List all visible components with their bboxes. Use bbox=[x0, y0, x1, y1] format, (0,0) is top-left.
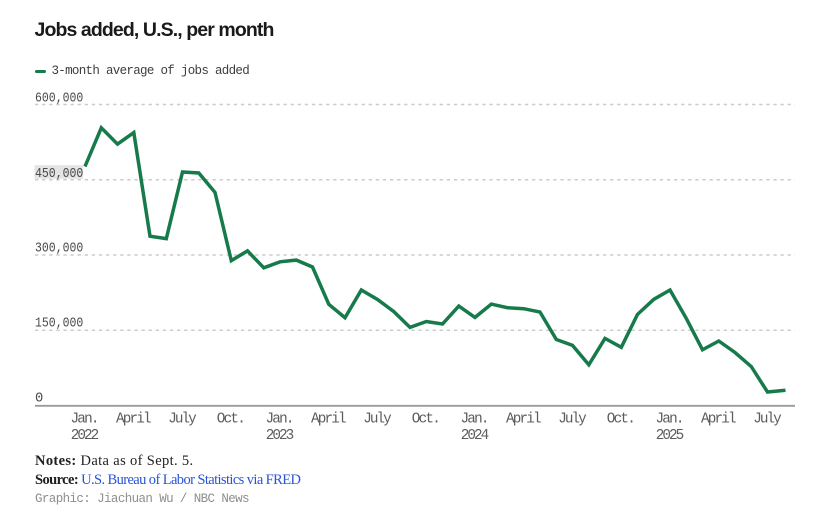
svg-text:April: April bbox=[116, 411, 152, 427]
svg-text:2025: 2025 bbox=[656, 428, 685, 444]
svg-text:300,000: 300,000 bbox=[35, 242, 83, 257]
svg-text:Oct.: Oct. bbox=[412, 411, 441, 427]
svg-text:600,000: 600,000 bbox=[35, 92, 83, 107]
svg-text:Jan.: Jan. bbox=[71, 411, 100, 427]
svg-text:Jan.: Jan. bbox=[266, 411, 295, 427]
svg-text:July: July bbox=[558, 411, 587, 427]
svg-text:450,000: 450,000 bbox=[35, 167, 83, 182]
svg-text:July: July bbox=[363, 411, 392, 427]
svg-text:2022: 2022 bbox=[71, 428, 100, 444]
svg-text:Oct.: Oct. bbox=[607, 411, 636, 427]
svg-text:Oct.: Oct. bbox=[217, 411, 246, 427]
svg-text:July: July bbox=[753, 411, 782, 427]
svg-text:0: 0 bbox=[35, 392, 43, 407]
svg-text:150,000: 150,000 bbox=[35, 317, 83, 332]
svg-text:April: April bbox=[311, 411, 347, 427]
svg-text:July: July bbox=[168, 411, 197, 427]
svg-text:Jan.: Jan. bbox=[656, 411, 685, 427]
svg-text:2024: 2024 bbox=[461, 428, 490, 444]
svg-text:Jan.: Jan. bbox=[461, 411, 490, 427]
svg-text:April: April bbox=[701, 411, 737, 427]
svg-text:2023: 2023 bbox=[266, 428, 295, 444]
svg-text:April: April bbox=[506, 411, 542, 427]
